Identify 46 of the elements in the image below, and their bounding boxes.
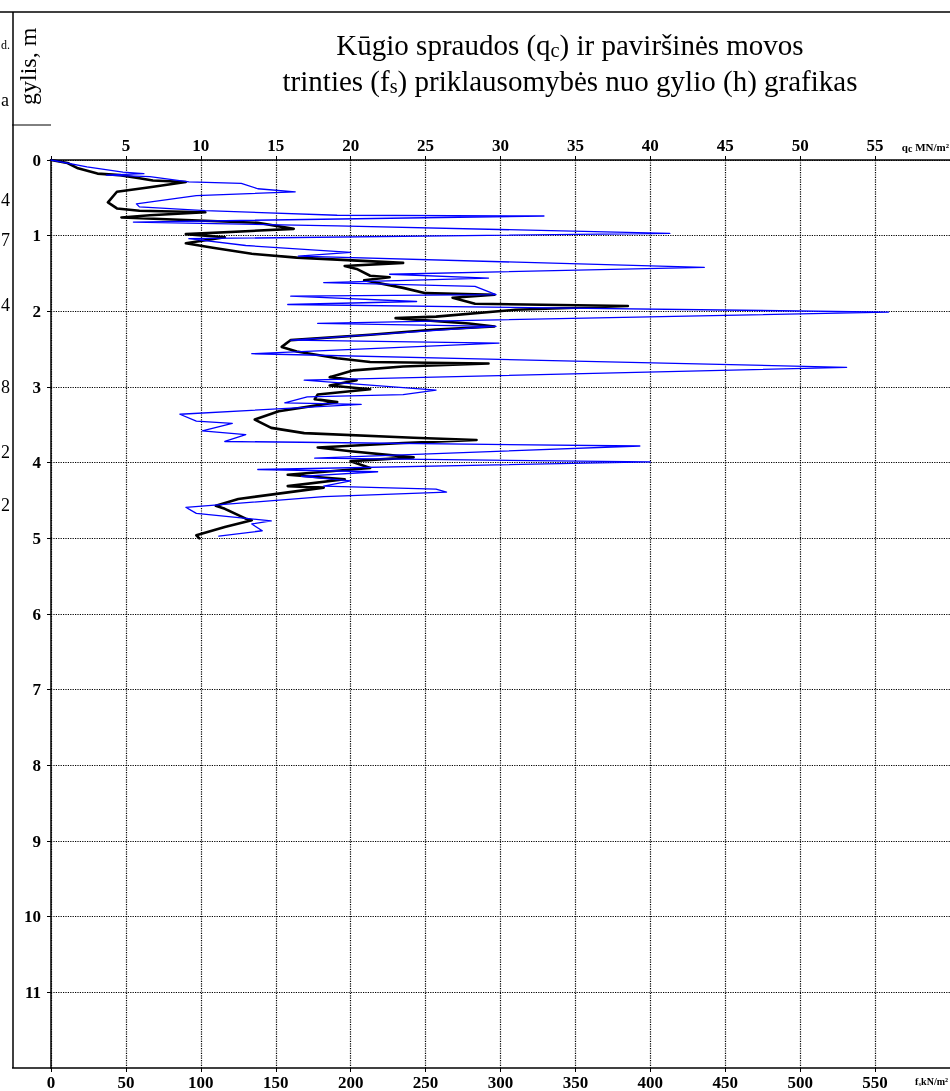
x-tick-label: 150 xyxy=(263,1073,289,1091)
chart-title: Kūgio spraudos (qc) ir paviršinės movos trinties (fs) priklausomybės nuo gylio (h) grafikas xyxy=(282,29,858,98)
x2-axis-title: qc MN/m² xyxy=(901,140,950,154)
x2-tick-label: 40 xyxy=(641,136,659,155)
text: 4 xyxy=(1,190,10,210)
y-tick-label: 7 xyxy=(32,680,42,700)
x-tick-label: 50 xyxy=(117,1073,135,1091)
x-tick-label: 500 xyxy=(787,1073,813,1091)
x2-tick-label: 10 xyxy=(192,136,210,155)
text: d. xyxy=(1,38,10,52)
x2-tick-label: 25 xyxy=(417,136,435,155)
text: 8 xyxy=(1,377,10,397)
x-tick-label: 450 xyxy=(712,1073,738,1091)
x2-tick-label: 50 xyxy=(791,136,809,155)
x-tick-label: 250 xyxy=(412,1073,439,1091)
x2-tick-label: 45 xyxy=(716,136,734,155)
y-tick-label: 3 xyxy=(32,377,41,397)
y-tick-label: 11 xyxy=(24,982,41,1002)
y-tick-label: 0 xyxy=(32,150,41,170)
text: a xyxy=(1,90,9,110)
x-tick-label: 200 xyxy=(337,1073,364,1091)
y-tick-label: 9 xyxy=(32,831,41,851)
y-tick-label: 1 xyxy=(32,226,41,246)
x-tick-label: 400 xyxy=(637,1073,664,1091)
x2-tick-label: 5 xyxy=(121,136,131,155)
y-tick-label: 2 xyxy=(32,301,41,321)
x-tick-label: 350 xyxy=(562,1073,589,1091)
y-tick-label: 8 xyxy=(32,755,41,775)
x2-tick-label: 35 xyxy=(566,136,584,155)
text: 7 xyxy=(1,230,10,250)
x2-tick-label: 15 xyxy=(267,136,285,155)
text: 2 xyxy=(1,442,10,462)
y-tick-label: 4 xyxy=(32,453,42,473)
x-tick-label: 0 xyxy=(46,1073,56,1091)
x-tick-label: 550 xyxy=(862,1073,888,1091)
text: 4 xyxy=(1,295,10,315)
x-tick-label: 300 xyxy=(487,1073,514,1091)
x2-tick-label: 20 xyxy=(342,136,360,155)
x2-tick-label: 55 xyxy=(866,136,884,155)
y-axis-title: gylis, m xyxy=(15,27,41,105)
x-tick-label: 100 xyxy=(188,1073,214,1091)
y-tick-label: 10 xyxy=(24,907,41,927)
x2-tick-label: 30 xyxy=(492,136,509,155)
y-tick-label: 5 xyxy=(32,528,41,548)
text: 2 xyxy=(1,495,10,515)
y-tick-label: 6 xyxy=(32,604,41,624)
